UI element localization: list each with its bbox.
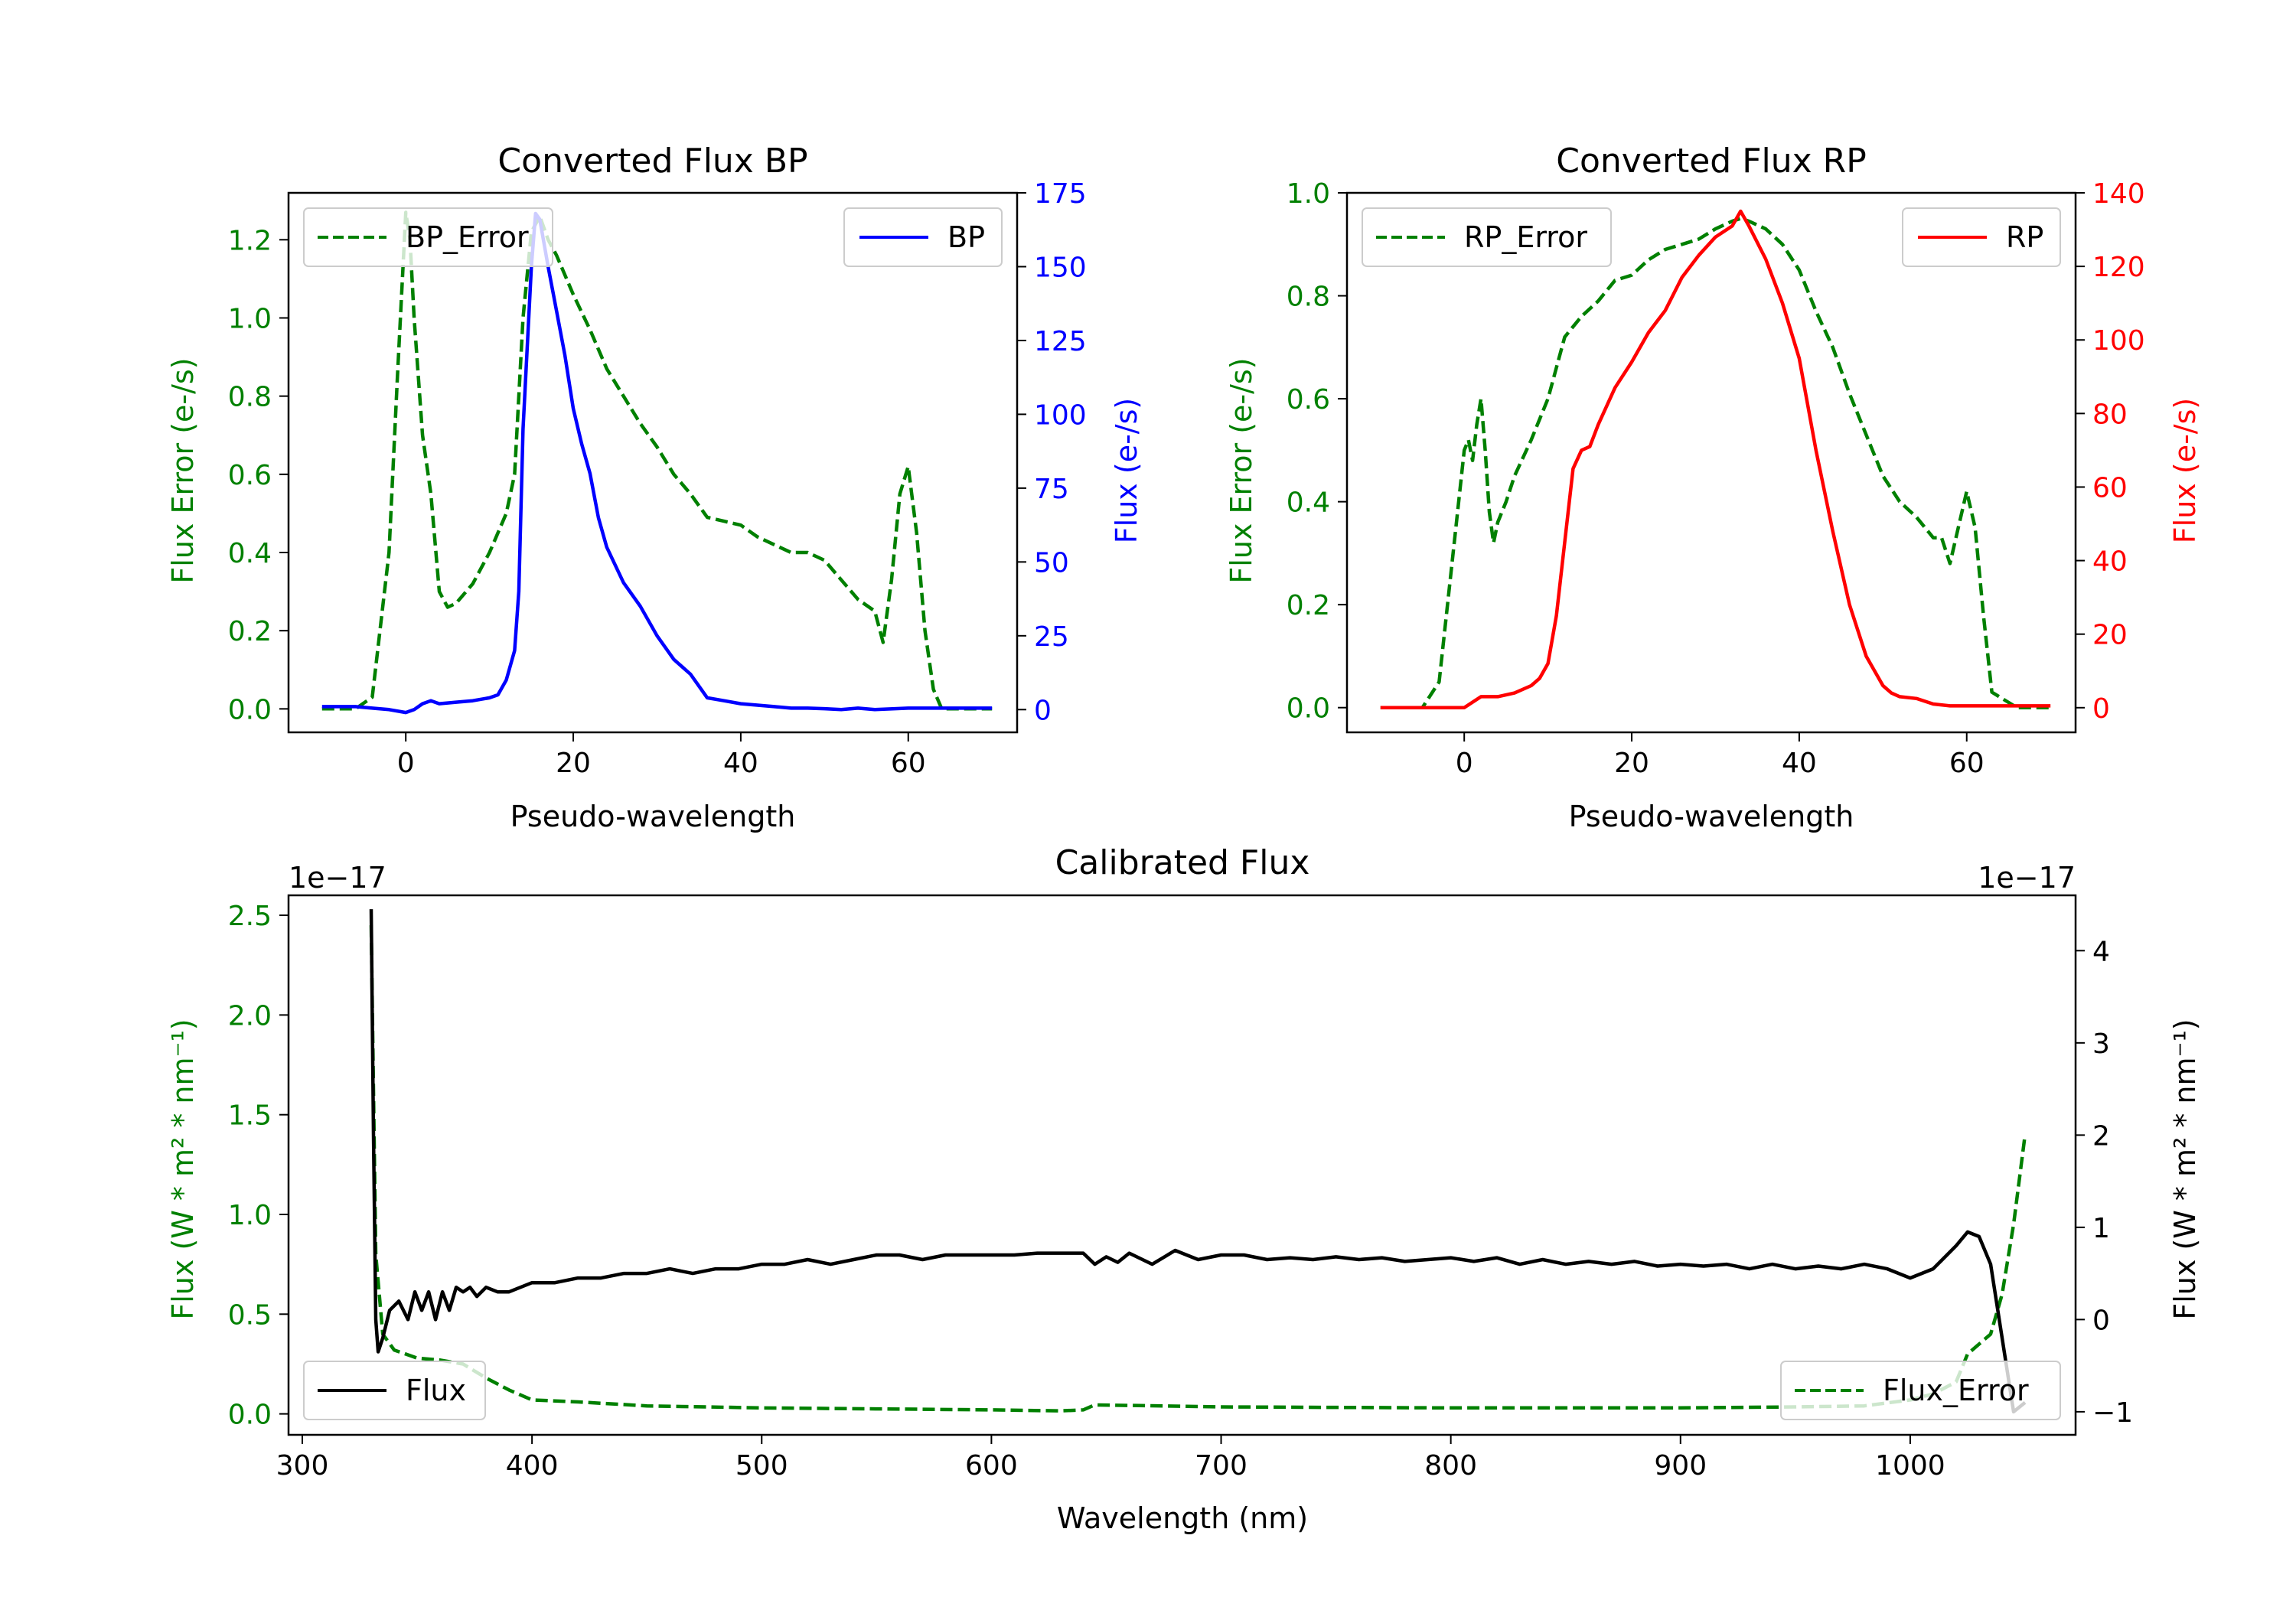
bp-series-bp-line: [321, 211, 993, 715]
bp-ytick-left-label: 0.0: [228, 694, 272, 725]
calibrated-left-multiplier: 1e−17: [289, 861, 386, 895]
rp-error-legend: RP_Error: [1362, 207, 1612, 267]
bp-xlabel: Pseudo-wavelength: [510, 800, 796, 833]
calibrated-ytick-right-label: 4: [2092, 936, 2110, 967]
bp-ytick-right-label: 175: [1034, 178, 1087, 210]
bp-ytick-right-label: 50: [1034, 547, 1069, 579]
bp-ytick-left-label: 0.8: [228, 382, 272, 413]
rp-ytick-right-label: 140: [2092, 178, 2145, 210]
bp-ytick-right-label: 150: [1034, 252, 1087, 283]
calibrated-flux-legend-label: Flux: [406, 1374, 466, 1407]
rp-series-rp-line: [1380, 209, 2051, 710]
rp-error-legend-label: RP_Error: [1464, 220, 1587, 254]
calibrated-ytick-right-label: 0: [2092, 1305, 2110, 1336]
calibrated-ytick-left-label: 1.5: [228, 1100, 272, 1132]
bp-xtick-label: 40: [723, 748, 758, 779]
bp-axes-frame: [287, 191, 1019, 734]
rp-ytick-left-label: 0.8: [1287, 282, 1330, 313]
bp-ytick-left-label: 1.0: [228, 303, 272, 334]
bp-ytick-right-label: 0: [1034, 695, 1052, 726]
calibrated-xtick-label: 700: [1195, 1450, 1247, 1482]
rp-panel: Converted Flux RP Pseudo-wavelength Flux…: [1225, 142, 2202, 833]
bp-ylabel-right: Flux (e-/s): [1110, 398, 1143, 543]
calibrated-xtick-label: 800: [1424, 1450, 1477, 1482]
bp-plot-area: [321, 210, 993, 715]
bp-ytick-left-label: 0.2: [228, 616, 272, 647]
calibrated-axes-frame: [287, 894, 2077, 1436]
bp-ylabel-left: Flux Error (e-/s): [166, 357, 200, 583]
calibrated-title: Calibrated Flux: [1055, 843, 1310, 882]
bp-error-legend: BP_Error: [303, 207, 553, 267]
rp-series-rp-error-line: [1380, 217, 2051, 709]
bp-panel: Converted Flux BP Pseudo-wavelength Flux…: [166, 142, 1143, 833]
bp-ytick-left-label: 0.6: [228, 460, 272, 491]
bp-ytick-right-label: 25: [1034, 621, 1069, 653]
rp-xtick-label: 20: [1614, 748, 1649, 779]
bp-xtick-label: 60: [891, 748, 926, 779]
bp-title: Converted Flux BP: [497, 142, 807, 181]
calibrated-flux-legend: Flux: [303, 1361, 486, 1420]
rp-ytick-left-label: 0.4: [1287, 487, 1330, 519]
calibrated-ylabel-left: Flux (W * m² * nm⁻¹): [166, 1019, 200, 1319]
calibrated-ytick-right-label: 1: [2092, 1213, 2110, 1244]
calibrated-xtick-label: 1000: [1875, 1450, 1945, 1482]
rp-plot-area: [1380, 209, 2051, 710]
bp-xtick-label: 0: [397, 748, 415, 779]
calibrated-ytick-right-label: 2: [2092, 1120, 2110, 1152]
calibrated-error-legend: Flux_Error: [1780, 1361, 2061, 1420]
rp-ytick-right-label: 80: [2092, 399, 2128, 430]
rp-ytick-right-label: 0: [2092, 693, 2110, 725]
rp-xtick-label: 0: [1456, 748, 1473, 779]
calibrated-xtick-label: 300: [276, 1450, 329, 1482]
bp-ytick-left-label: 1.2: [228, 225, 272, 256]
rp-legend: RP: [1902, 207, 2061, 267]
calibrated-error-legend-label: Flux_Error: [1883, 1374, 2029, 1407]
calibrated-ytick-right-label: 3: [2092, 1028, 2110, 1060]
rp-ytick-right-label: 20: [2092, 620, 2128, 651]
calibrated-right-multiplier: 1e−17: [1978, 861, 2076, 895]
rp-ytick-left-label: 1.0: [1287, 178, 1330, 210]
calibrated-xtick-label: 400: [506, 1450, 559, 1482]
calibrated-ytick-left-label: 1.0: [228, 1200, 272, 1231]
bp-xtick-label: 20: [556, 748, 591, 779]
calibrated-xtick-label: 500: [735, 1450, 788, 1482]
calibrated-ylabel-right: Flux (W * m² * nm⁻¹): [2168, 1019, 2202, 1319]
calibrated-ytick-left-label: 2.0: [228, 1000, 272, 1032]
bp-ytick-left-label: 0.4: [228, 538, 272, 569]
bp-ytick-right-label: 125: [1034, 326, 1087, 357]
rp-xtick-label: 40: [1782, 748, 1817, 779]
calibrated-ytick-left-label: 0.5: [228, 1299, 272, 1331]
calibrated-xtick-label: 600: [965, 1450, 1018, 1482]
bp-legend: BP: [843, 207, 1003, 267]
rp-ytick-left-label: 0.6: [1287, 384, 1330, 416]
calibrated-xlabel: Wavelength (nm): [1057, 1501, 1308, 1535]
rp-ytick-right-label: 40: [2092, 546, 2128, 578]
rp-xlabel: Pseudo-wavelength: [1569, 800, 1854, 833]
rp-axes-frame: [1345, 191, 2077, 734]
rp-title: Converted Flux RP: [1556, 142, 1867, 181]
rp-ytick-right-label: 60: [2092, 472, 2128, 504]
bp-error-legend-label: BP_Error: [406, 220, 529, 254]
bp-ytick-right-label: 100: [1034, 399, 1087, 431]
bp-series-bp-error-line: [321, 210, 993, 711]
rp-legend-label: RP: [2006, 220, 2043, 254]
calibrated-ytick-left-label: 2.5: [228, 901, 272, 932]
calibrated-ytick-right-label: −1: [2092, 1397, 2133, 1429]
rp-xtick-label: 60: [1949, 748, 1985, 779]
rp-ylabel-right: Flux (e-/s): [2168, 398, 2202, 543]
calibrated-series-flux-line: [369, 909, 2027, 1414]
bp-legend-label: BP: [947, 220, 985, 254]
calibrated-xtick-label: 900: [1654, 1450, 1707, 1482]
rp-ytick-right-label: 120: [2092, 252, 2145, 283]
calibrated-ytick-left-label: 0.0: [228, 1400, 272, 1431]
rp-ytick-left-label: 0.2: [1287, 590, 1330, 621]
rp-ylabel-left: Flux Error (e-/s): [1225, 357, 1258, 583]
calibrated-panel: Calibrated Flux Wavelength (nm) Flux (W …: [166, 843, 2202, 1535]
rp-ytick-right-label: 100: [2092, 325, 2145, 357]
bp-ytick-right-label: 75: [1034, 474, 1069, 505]
rp-ytick-left-label: 0.0: [1287, 693, 1330, 725]
